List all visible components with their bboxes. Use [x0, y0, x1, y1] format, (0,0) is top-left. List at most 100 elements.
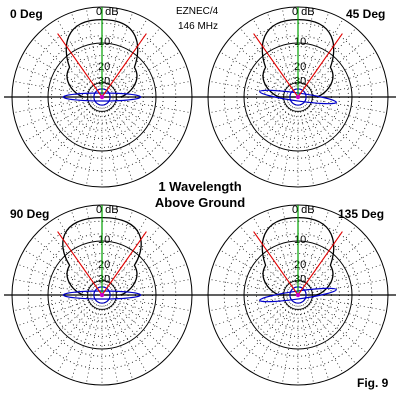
- beam-line-red: [253, 231, 299, 296]
- grid-spoke: [103, 305, 118, 384]
- radial-tick-label: 30: [98, 75, 110, 87]
- grid-spoke: [239, 27, 292, 89]
- grid-spoke: [23, 102, 93, 143]
- grid-spoke: [307, 102, 377, 143]
- polar-plot-0: 0 dB 10 20 30 0 Deg: [4, 6, 200, 188]
- grid-spoke: [252, 216, 293, 286]
- grid-spoke: [304, 303, 357, 365]
- center-marker: [99, 292, 105, 298]
- plot-title: 90 Deg: [10, 207, 49, 221]
- beam-line-red: [57, 231, 103, 296]
- center-marker: [99, 94, 105, 100]
- grid-spoke: [43, 225, 96, 287]
- grid-spoke: [304, 105, 357, 167]
- grid-spoke: [306, 103, 368, 156]
- radial-tick-label: 10: [98, 234, 110, 246]
- grid-spoke: [86, 107, 101, 186]
- grid-spoke: [299, 305, 314, 384]
- grid-spoke: [282, 305, 297, 384]
- grid-spoke: [228, 301, 290, 354]
- beam-line-red: [297, 231, 343, 296]
- grid-spoke: [107, 18, 148, 88]
- center-marker: [295, 94, 301, 100]
- grid-spoke: [252, 18, 293, 88]
- beam-line-red: [101, 33, 147, 98]
- plot-title: 45 Deg: [346, 7, 385, 21]
- grid-spoke: [282, 107, 297, 186]
- radial-tick-label: 30: [98, 273, 110, 285]
- grid-spoke: [209, 81, 288, 96]
- grid-spoke: [299, 107, 314, 186]
- radial-tick-label: 0 dB: [292, 6, 315, 18]
- grid-spoke: [306, 301, 368, 354]
- radial-tick-label: 0 dB: [96, 6, 119, 18]
- figure-label: Fig. 9: [357, 376, 389, 390]
- radial-tick-label: 30: [294, 75, 306, 87]
- grid-spoke: [108, 303, 161, 365]
- beam-line-red: [101, 231, 147, 296]
- grid-spoke: [86, 305, 101, 384]
- beam-line-red: [57, 33, 103, 98]
- grid-spoke: [209, 98, 288, 113]
- polar-plot-2: 0 dB 10 20 30 90 Deg: [4, 204, 200, 386]
- grid-spoke: [307, 300, 377, 341]
- grid-spoke: [111, 51, 181, 92]
- radial-tick-label: 10: [98, 36, 110, 48]
- grid-spoke: [219, 300, 289, 341]
- frequency-label: 146 MHz: [178, 21, 218, 32]
- radial-tick-label: 0 dB: [292, 204, 315, 216]
- grid-spoke: [43, 303, 96, 365]
- grid-spoke: [43, 27, 96, 89]
- radial-tick-label: 10: [294, 36, 306, 48]
- grid-spoke: [110, 103, 172, 156]
- grid-spoke: [32, 301, 94, 354]
- grid-spoke: [107, 216, 148, 286]
- grid-spoke: [13, 296, 92, 311]
- software-label: EZNEC/4: [176, 6, 219, 17]
- grid-spoke: [209, 296, 288, 311]
- grid-spoke: [307, 249, 377, 290]
- caption-line-1: 1 Wavelength: [158, 179, 241, 194]
- beam-line-red: [253, 33, 299, 98]
- grid-spoke: [219, 102, 289, 143]
- grid-spoke: [56, 106, 97, 176]
- grid-spoke: [13, 279, 92, 294]
- grid-spoke: [239, 303, 292, 365]
- radial-tick-label: 10: [294, 234, 306, 246]
- grid-spoke: [239, 225, 292, 287]
- grid-spoke: [111, 249, 181, 290]
- center-marker: [295, 292, 301, 298]
- grid-spoke: [13, 98, 92, 113]
- grid-spoke: [56, 216, 97, 286]
- grid-spoke: [56, 304, 97, 374]
- radial-tick-label: 30: [294, 273, 306, 285]
- grid-spoke: [252, 106, 293, 176]
- caption-line-2: Above Ground: [155, 195, 245, 210]
- grid-spoke: [209, 279, 288, 294]
- radial-tick-label: 20: [98, 61, 110, 73]
- grid-spoke: [110, 301, 172, 354]
- grid-spoke: [303, 18, 344, 88]
- radial-tick-label: 0 dB: [96, 204, 119, 216]
- grid-spoke: [303, 216, 344, 286]
- plot-title: 135 Deg: [338, 207, 384, 221]
- grid-spoke: [103, 107, 118, 186]
- grid-spoke: [111, 300, 181, 341]
- plot-title: 0 Deg: [10, 7, 43, 21]
- grid-spoke: [43, 105, 96, 167]
- grid-spoke: [56, 18, 97, 88]
- grid-spoke: [108, 105, 161, 167]
- radial-tick-label: 20: [294, 259, 306, 271]
- grid-spoke: [307, 51, 377, 92]
- grid-spoke: [228, 103, 290, 156]
- grid-spoke: [252, 304, 293, 374]
- grid-spoke: [13, 81, 92, 96]
- polar-plot-3: 0 dB 10 20 30 135 Deg: [200, 204, 396, 386]
- radial-tick-label: 20: [98, 259, 110, 271]
- grid-spoke: [111, 102, 181, 143]
- radial-tick-label: 20: [294, 61, 306, 73]
- grid-spoke: [32, 103, 94, 156]
- beam-line-red: [297, 33, 343, 98]
- polar-plot-1: 0 dB 10 20 30 45 Deg: [200, 6, 396, 188]
